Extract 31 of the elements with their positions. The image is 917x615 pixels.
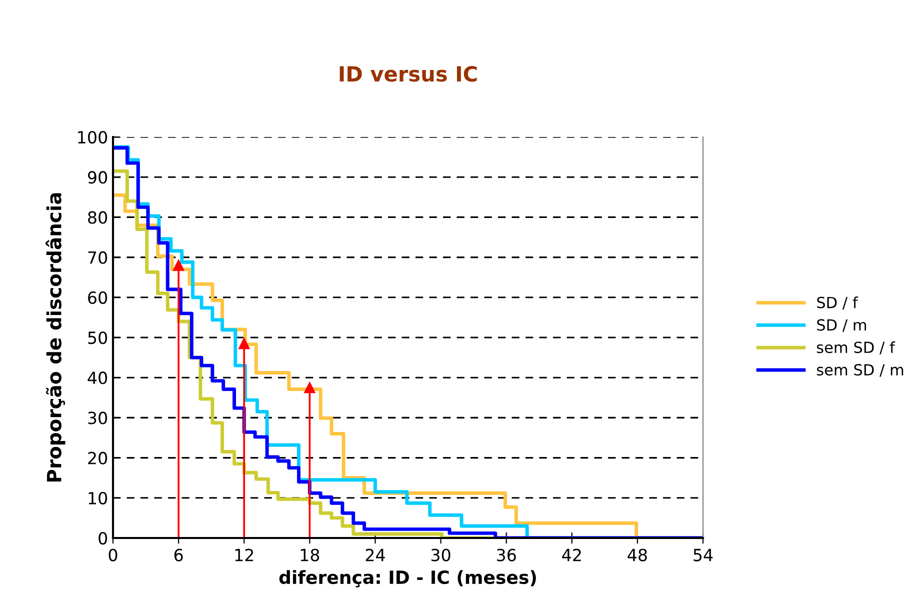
chart-title: ID versus IC	[340, 66, 477, 82]
x-axis-title: diferença: ID - IC (meses)	[279, 570, 536, 588]
legend-label: sem SD / m	[816, 364, 904, 377]
y-tick-label: 60	[88, 291, 108, 304]
y-tick-label: 40	[88, 372, 108, 384]
x-tick-label: 6	[174, 548, 183, 562]
y-tick-label: 0	[98, 532, 108, 545]
point	[238, 338, 250, 350]
y-tick-label: 30	[88, 412, 108, 424]
y-tick-label: 80	[88, 211, 108, 224]
x-tick-label: 30	[431, 548, 450, 562]
y-axis-title: Proporção de discordância	[46, 193, 66, 482]
x-tick-label: 12	[235, 548, 254, 562]
point	[173, 260, 184, 271]
y-tick-label: 90	[88, 171, 108, 184]
legend-label: sem SD / f	[816, 341, 896, 354]
x-tick-label: 24	[366, 548, 385, 562]
x-tick-label: 48	[628, 548, 647, 562]
y-tick-label: 100	[78, 130, 108, 144]
x-tick-label: 54	[694, 548, 713, 562]
y-tick-label: 10	[88, 492, 108, 504]
legend-label: SD / f	[817, 296, 858, 310]
point	[304, 382, 316, 394]
y-tick-label: 20	[88, 452, 108, 464]
x-tick-label: 18	[300, 548, 320, 562]
x-tick-label: 0	[108, 548, 118, 562]
legend-label: SD / m	[817, 319, 866, 332]
y-tick-label: 70	[88, 251, 108, 264]
x-tick-label: 36	[497, 548, 516, 562]
y-tick-label: 50	[88, 331, 108, 344]
x-tick-label: 42	[562, 548, 581, 562]
